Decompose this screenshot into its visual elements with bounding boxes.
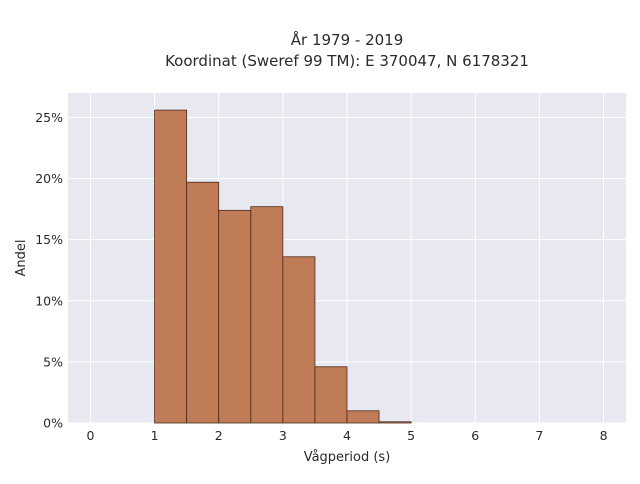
histogram-bar <box>346 410 380 424</box>
y-tick-label: 5% <box>43 354 63 369</box>
chart-title: År 1979 - 2019 <box>291 30 404 49</box>
y-tick-label: 25% <box>35 110 63 125</box>
x-tick-label: 0 <box>86 428 94 443</box>
y-axis-label: Andel <box>14 240 29 277</box>
y-tick-label: 15% <box>35 232 63 247</box>
bars <box>154 109 412 424</box>
y-tick-label: 0% <box>43 416 63 431</box>
x-tick-label: 6 <box>471 428 479 443</box>
x-tick-label: 2 <box>215 428 223 443</box>
y-tick-label: 20% <box>35 171 63 186</box>
x-tick-label: 3 <box>279 428 287 443</box>
histogram-bar <box>282 256 316 424</box>
x-tick-label: 8 <box>600 428 608 443</box>
x-tick-label: 4 <box>343 428 351 443</box>
histogram-bar <box>314 366 348 424</box>
chart-subtitle: Koordinat (Sweref 99 TM): E 370047, N 61… <box>165 52 529 70</box>
y-tick-label: 10% <box>35 293 63 308</box>
y-axis-ticks: 0% 5% 10% 15% 20% 25% <box>35 110 63 431</box>
x-axis-ticks: 0 1 2 3 4 5 6 7 8 <box>86 428 607 443</box>
histogram-bar <box>378 421 412 424</box>
x-tick-label: 5 <box>407 428 415 443</box>
histogram-bar <box>154 109 188 424</box>
x-axis-label: Vågperiod (s) <box>304 450 391 465</box>
histogram-bar <box>250 206 284 424</box>
x-tick-label: 7 <box>535 428 543 443</box>
histogram-bar <box>186 181 220 424</box>
histogram-bar <box>218 209 252 424</box>
x-tick-label: 1 <box>151 428 159 443</box>
